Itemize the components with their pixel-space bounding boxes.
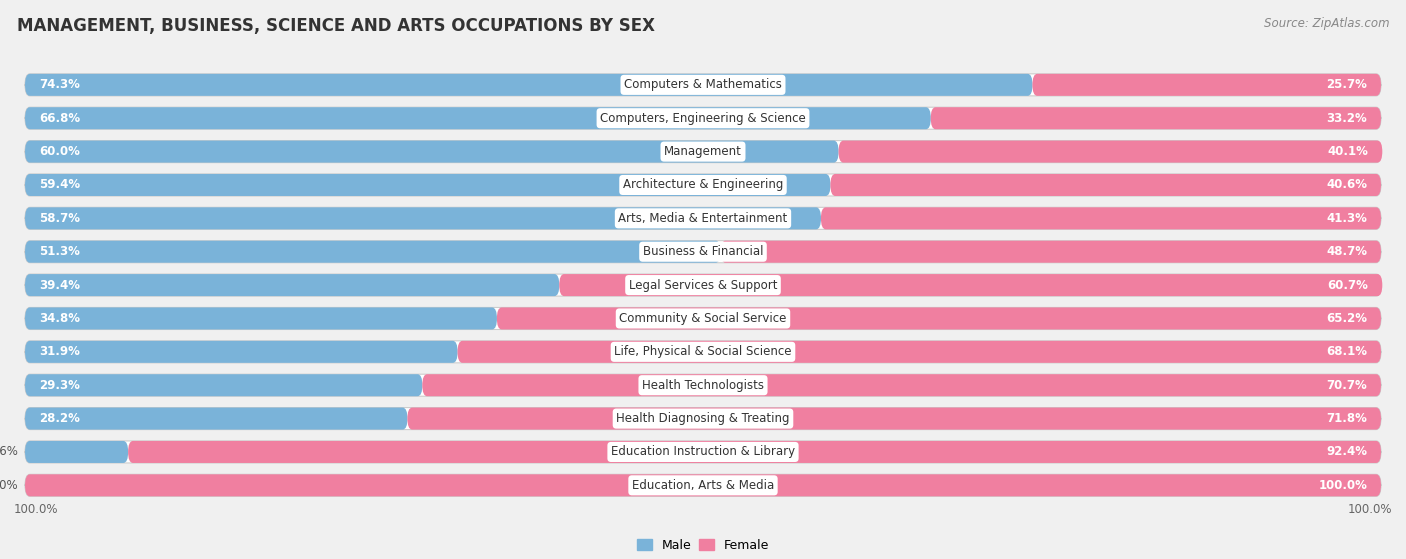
- Text: 7.6%: 7.6%: [0, 446, 18, 458]
- FancyBboxPatch shape: [25, 341, 1381, 363]
- FancyBboxPatch shape: [25, 408, 408, 430]
- Text: Management: Management: [664, 145, 742, 158]
- Text: 41.3%: 41.3%: [1326, 212, 1367, 225]
- Text: 66.8%: 66.8%: [39, 112, 80, 125]
- FancyBboxPatch shape: [25, 408, 1381, 430]
- FancyBboxPatch shape: [25, 140, 838, 163]
- Text: Source: ZipAtlas.com: Source: ZipAtlas.com: [1264, 17, 1389, 30]
- Text: 60.7%: 60.7%: [1327, 278, 1368, 292]
- FancyBboxPatch shape: [25, 107, 931, 129]
- Text: 100.0%: 100.0%: [1319, 479, 1367, 492]
- Text: 60.0%: 60.0%: [39, 145, 80, 158]
- Text: Architecture & Engineering: Architecture & Engineering: [623, 178, 783, 192]
- FancyBboxPatch shape: [25, 207, 1381, 229]
- Text: 71.8%: 71.8%: [1326, 412, 1367, 425]
- FancyBboxPatch shape: [1032, 74, 1381, 96]
- FancyBboxPatch shape: [25, 274, 1381, 296]
- FancyBboxPatch shape: [25, 74, 1032, 96]
- FancyBboxPatch shape: [25, 475, 1381, 496]
- FancyBboxPatch shape: [25, 441, 128, 463]
- Text: 28.2%: 28.2%: [39, 412, 80, 425]
- Text: MANAGEMENT, BUSINESS, SCIENCE AND ARTS OCCUPATIONS BY SEX: MANAGEMENT, BUSINESS, SCIENCE AND ARTS O…: [17, 17, 655, 35]
- FancyBboxPatch shape: [496, 307, 1381, 329]
- Text: Business & Financial: Business & Financial: [643, 245, 763, 258]
- FancyBboxPatch shape: [25, 140, 1381, 163]
- Text: Community & Social Service: Community & Social Service: [619, 312, 787, 325]
- FancyBboxPatch shape: [25, 374, 422, 396]
- Text: Arts, Media & Entertainment: Arts, Media & Entertainment: [619, 212, 787, 225]
- Legend: Male, Female: Male, Female: [637, 539, 769, 552]
- Text: 33.2%: 33.2%: [1326, 112, 1367, 125]
- FancyBboxPatch shape: [25, 274, 560, 296]
- FancyBboxPatch shape: [25, 207, 821, 229]
- FancyBboxPatch shape: [25, 475, 1381, 496]
- Text: 40.1%: 40.1%: [1327, 145, 1368, 158]
- Text: 0.0%: 0.0%: [0, 479, 18, 492]
- FancyBboxPatch shape: [931, 107, 1381, 129]
- Text: 74.3%: 74.3%: [39, 78, 80, 91]
- Text: 25.7%: 25.7%: [1326, 78, 1367, 91]
- Text: Computers, Engineering & Science: Computers, Engineering & Science: [600, 112, 806, 125]
- FancyBboxPatch shape: [457, 341, 1381, 363]
- Text: 51.3%: 51.3%: [39, 245, 80, 258]
- Text: Education Instruction & Library: Education Instruction & Library: [612, 446, 794, 458]
- FancyBboxPatch shape: [25, 107, 1381, 129]
- FancyBboxPatch shape: [25, 441, 1381, 463]
- Text: 48.7%: 48.7%: [1326, 245, 1367, 258]
- Text: Health Technologists: Health Technologists: [643, 378, 763, 392]
- Text: 92.4%: 92.4%: [1326, 446, 1367, 458]
- Text: Legal Services & Support: Legal Services & Support: [628, 278, 778, 292]
- Text: Computers & Mathematics: Computers & Mathematics: [624, 78, 782, 91]
- Text: 40.6%: 40.6%: [1326, 178, 1367, 192]
- FancyBboxPatch shape: [25, 74, 1381, 96]
- FancyBboxPatch shape: [720, 241, 1381, 263]
- Text: 34.8%: 34.8%: [39, 312, 80, 325]
- Text: 59.4%: 59.4%: [39, 178, 80, 192]
- Text: 70.7%: 70.7%: [1326, 378, 1367, 392]
- Text: Health Diagnosing & Treating: Health Diagnosing & Treating: [616, 412, 790, 425]
- Text: 31.9%: 31.9%: [39, 345, 80, 358]
- Text: 100.0%: 100.0%: [1347, 503, 1392, 516]
- FancyBboxPatch shape: [560, 274, 1382, 296]
- Text: 58.7%: 58.7%: [39, 212, 80, 225]
- FancyBboxPatch shape: [25, 241, 1381, 263]
- FancyBboxPatch shape: [25, 341, 458, 363]
- FancyBboxPatch shape: [821, 207, 1381, 229]
- FancyBboxPatch shape: [25, 374, 1381, 396]
- FancyBboxPatch shape: [831, 174, 1381, 196]
- Text: 29.3%: 29.3%: [39, 378, 80, 392]
- Text: 39.4%: 39.4%: [39, 278, 80, 292]
- Text: 100.0%: 100.0%: [14, 503, 59, 516]
- FancyBboxPatch shape: [25, 174, 1381, 196]
- FancyBboxPatch shape: [25, 307, 1381, 329]
- FancyBboxPatch shape: [25, 241, 721, 263]
- Text: 65.2%: 65.2%: [1326, 312, 1367, 325]
- FancyBboxPatch shape: [25, 174, 831, 196]
- FancyBboxPatch shape: [422, 374, 1381, 396]
- Text: Life, Physical & Social Science: Life, Physical & Social Science: [614, 345, 792, 358]
- FancyBboxPatch shape: [408, 408, 1381, 430]
- Text: 68.1%: 68.1%: [1326, 345, 1367, 358]
- FancyBboxPatch shape: [128, 441, 1381, 463]
- FancyBboxPatch shape: [25, 307, 496, 329]
- FancyBboxPatch shape: [838, 140, 1382, 163]
- Text: Education, Arts & Media: Education, Arts & Media: [631, 479, 775, 492]
